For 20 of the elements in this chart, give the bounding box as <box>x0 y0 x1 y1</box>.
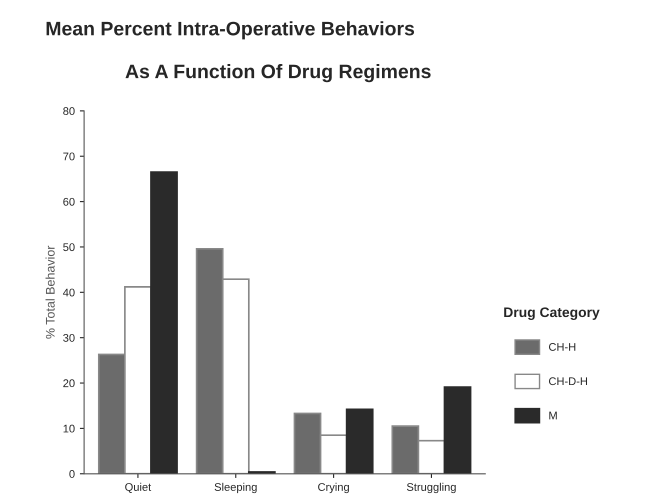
y-tick-label: 60 <box>63 198 75 206</box>
chart-title: Mean Percent Intra-Operative Behaviors <box>46 21 414 40</box>
legend-label: M <box>549 412 557 420</box>
x-tick-label: Quiet <box>125 482 152 493</box>
y-tick-label: 70 <box>63 152 75 160</box>
legend-label: CH-D-H <box>548 377 588 386</box>
y-tick-label: 50 <box>63 243 75 252</box>
y-axis-title: % Total Behavior <box>46 246 55 339</box>
legend-label: CH-H <box>548 343 576 351</box>
x-tick-label: Crying <box>318 482 349 494</box>
y-tick-label: 40 <box>62 288 75 296</box>
y-tick-label: 10 <box>64 424 75 433</box>
x-tick-label: Sleeping <box>214 482 257 494</box>
y-tick-label: 80 <box>63 107 75 116</box>
legend-title: Drug Category <box>504 307 600 320</box>
y-tick-label: 0 <box>69 470 75 478</box>
y-tick-label: 30 <box>63 334 75 342</box>
y-tick-label: 20 <box>63 379 75 388</box>
chart-subtitle: As A Function Of Drug Regimens <box>125 64 431 82</box>
x-tick-label: Struggling <box>406 482 456 494</box>
